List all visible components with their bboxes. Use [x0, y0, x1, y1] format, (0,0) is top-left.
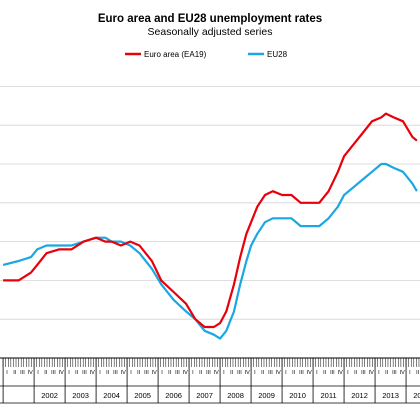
quarter-label: III: [113, 370, 118, 376]
quarter-label: II: [199, 370, 203, 376]
quarter-label: III: [175, 370, 180, 376]
x-axis: I II III IV I II III IV I II III IV I II III IV I II III IV…: [0, 358, 420, 404]
quarter-label: IV: [338, 370, 344, 376]
quarter-label: II: [416, 370, 420, 376]
chart-title: Euro area and EU28 unemployment rates: [98, 13, 322, 25]
quarter-label: III: [82, 370, 87, 376]
quarter-label: II: [13, 370, 17, 376]
quarter-label: III: [361, 370, 366, 376]
quarter-label: III: [237, 370, 242, 376]
year-label: 2003: [72, 391, 89, 400]
year-label: 2007: [196, 391, 213, 400]
year-label: 2014: [413, 391, 420, 400]
quarter-label: I: [254, 370, 256, 376]
quarter-label: IV: [183, 370, 189, 376]
quarter-label: II: [385, 370, 389, 376]
quarter-label: I: [99, 370, 101, 376]
quarter-label: I: [223, 370, 225, 376]
gridlines: [0, 86, 420, 359]
quarter-label: II: [261, 370, 265, 376]
quarter-label: II: [137, 370, 141, 376]
quarter-label: III: [392, 370, 397, 376]
quarter-label: III: [144, 370, 149, 376]
year-label: 2006: [165, 391, 182, 400]
year-label: 2011: [320, 391, 336, 400]
quarter-label: IV: [90, 370, 96, 376]
year-label: 2004: [103, 391, 120, 400]
quarter-label: II: [106, 370, 110, 376]
legend-label-euro-area: Euro area (EA19): [144, 50, 207, 59]
quarter-label: IV: [121, 370, 127, 376]
quarter-label: II: [292, 370, 296, 376]
year-label: 2010: [289, 391, 306, 400]
year-label: 2013: [382, 391, 399, 400]
quarter-label: III: [20, 370, 25, 376]
quarter-label: I: [316, 370, 318, 376]
year-label: 2012: [351, 391, 368, 400]
quarter-label: IV: [214, 370, 220, 376]
chart-subtitle: Seasonally adjusted series: [148, 26, 273, 38]
quarter-label: II: [230, 370, 234, 376]
year-label: 2009: [258, 391, 275, 400]
quarter-label: I: [378, 370, 380, 376]
quarter-label: IV: [59, 370, 65, 376]
quarter-label: I: [6, 370, 8, 376]
quarter-label: I: [347, 370, 349, 376]
series-line-euro-area: [3, 112, 418, 329]
quarter-label: III: [268, 370, 273, 376]
quarter-label: III: [330, 370, 335, 376]
quarter-label: IV: [276, 370, 282, 376]
quarter-label: II: [354, 370, 358, 376]
quarter-label: IV: [152, 370, 158, 376]
quarter-label: I: [192, 370, 194, 376]
quarter-label: IV: [28, 370, 34, 376]
quarter-label: IV: [307, 370, 313, 376]
quarter-label: II: [75, 370, 79, 376]
quarter-label: IV: [245, 370, 251, 376]
series-lines: [2, 112, 418, 340]
legend-label-eu28: EU28: [267, 50, 288, 59]
quarter-label: I: [285, 370, 287, 376]
year-label: 2008: [227, 391, 244, 400]
quarter-label: I: [161, 370, 163, 376]
quarter-label: IV: [400, 370, 406, 376]
quarter-label: III: [299, 370, 304, 376]
year-label: 2005: [134, 391, 151, 400]
quarter-label: I: [37, 370, 39, 376]
legend: Euro area (EA19) EU28: [125, 50, 288, 59]
quarter-label: III: [51, 370, 56, 376]
quarter-label: I: [68, 370, 70, 376]
quarter-label: I: [130, 370, 132, 376]
series-line-eu28: [2, 162, 418, 340]
year-label: 2002: [41, 391, 58, 400]
quarter-label: IV: [369, 370, 375, 376]
quarter-label: II: [168, 370, 172, 376]
quarter-label: III: [206, 370, 211, 376]
quarter-label: I: [409, 370, 411, 376]
quarter-label: II: [323, 370, 327, 376]
quarter-label: II: [44, 370, 48, 376]
